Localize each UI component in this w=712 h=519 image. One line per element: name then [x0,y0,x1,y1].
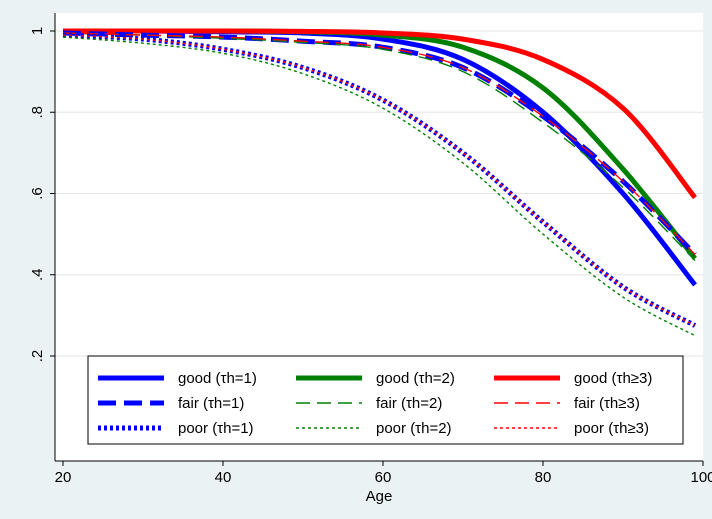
x-tick-label: 100 [690,469,712,486]
legend-label: good (τh=2) [376,370,455,387]
axis-ticks: 20 40 60 80 100 .2 .4 .6 .8 1 [29,27,712,486]
legend: good (τh=1) good (τh=2) good (τh≥3) fair (τ… [87,355,684,445]
series-line [62,36,696,337]
legend-label: fair (τh=1) [178,395,244,412]
legend-label: poor (τh=1) [178,420,254,437]
x-axis-label: Age [366,488,393,505]
legend-label: poor (τh=2) [376,420,452,437]
x-tick-label: 60 [375,469,392,486]
x-tick-label: 40 [215,469,232,486]
y-tick-label: .6 [29,187,46,200]
y-tick-label: .2 [29,350,46,363]
y-tick-label: .4 [29,268,46,281]
legend-label: fair (τh=2) [376,395,442,412]
legend-label: poor (τh≥3) [574,420,649,437]
legend-label: good (τh=1) [178,370,257,387]
y-tick-label: 1 [29,27,46,35]
y-tick-label: .8 [29,106,46,119]
legend-box [87,355,684,445]
x-tick-label: 80 [535,469,552,486]
series-layer [62,28,697,337]
legend-label: fair (τh≥3) [574,395,640,412]
x-tick-label: 20 [55,469,72,486]
series-line [63,28,697,200]
series-line [62,34,696,327]
series-line [62,32,696,255]
legend-label: good (τh≥3) [574,370,652,387]
